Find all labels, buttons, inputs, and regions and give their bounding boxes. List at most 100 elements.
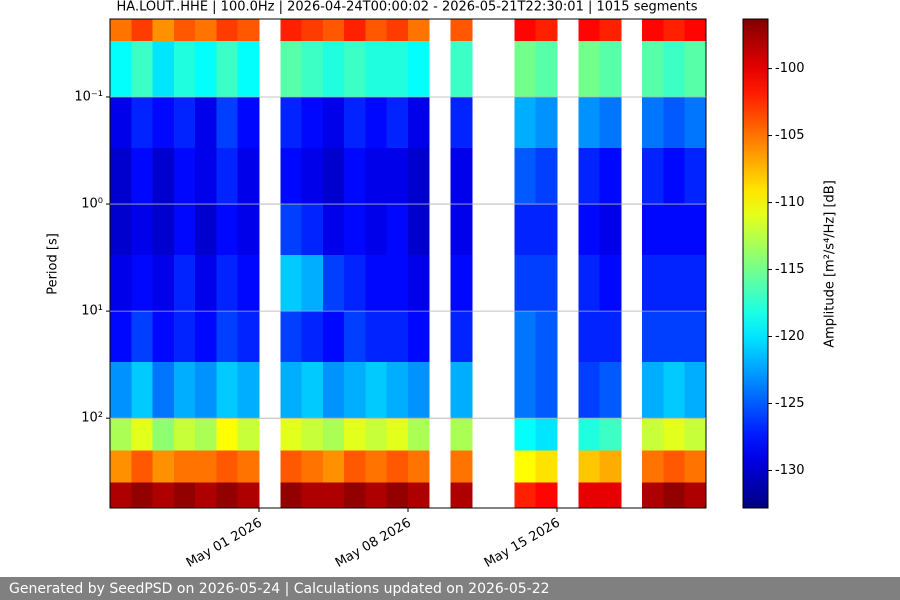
spectrogram-cell bbox=[408, 311, 430, 363]
spectrogram-cell bbox=[152, 482, 175, 509]
spectrogram-cell bbox=[408, 40, 430, 98]
spectrogram-cell bbox=[322, 148, 345, 205]
spectrogram-cell bbox=[450, 311, 473, 363]
spectrogram-cell bbox=[642, 482, 664, 509]
spectrogram-cell bbox=[663, 255, 686, 312]
spectrogram-cell bbox=[152, 148, 175, 205]
spectrogram-cell bbox=[216, 204, 239, 256]
spectrogram-cell bbox=[514, 148, 537, 205]
spectrogram-cell bbox=[280, 96, 302, 149]
spectrogram-cell bbox=[578, 40, 600, 98]
spectrogram-cell bbox=[514, 311, 537, 363]
spectrogram-cell bbox=[450, 19, 473, 42]
spectrogram-cell bbox=[216, 362, 239, 419]
spectrogram-cell bbox=[450, 450, 473, 484]
spectrogram-cell bbox=[216, 450, 239, 484]
spectrogram-cell bbox=[110, 255, 132, 312]
spectrogram-cell bbox=[365, 148, 388, 205]
spectrogram-cell bbox=[599, 418, 622, 451]
spectrogram-cell bbox=[280, 204, 302, 256]
spectrogram-cell bbox=[280, 40, 302, 98]
spectrogram-cell bbox=[344, 450, 366, 484]
colorbar-tick-label: -105 bbox=[775, 128, 805, 143]
spectrogram-cell bbox=[301, 450, 324, 484]
spectrogram-cell bbox=[173, 19, 196, 42]
spectrogram-cell bbox=[642, 204, 664, 256]
spectrogram-cell bbox=[599, 450, 622, 484]
spectrogram-cell bbox=[216, 96, 239, 149]
spectrogram-cell bbox=[237, 96, 260, 149]
spectrogram-cell bbox=[642, 362, 664, 419]
spectrogram-cell bbox=[237, 418, 260, 451]
spectrogram bbox=[110, 19, 707, 509]
spectrogram-cell bbox=[663, 362, 686, 419]
spectrogram-cell bbox=[110, 204, 132, 256]
spectrogram-cell bbox=[642, 148, 664, 205]
spectrogram-cell bbox=[344, 418, 366, 451]
y-tick-label: 10¹ bbox=[81, 304, 103, 319]
spectrogram-cell bbox=[173, 40, 196, 98]
spectrogram-cell bbox=[663, 482, 686, 509]
spectrogram-cell bbox=[386, 362, 409, 419]
spectrogram-cell bbox=[599, 40, 622, 98]
spectrogram-cell bbox=[195, 418, 217, 451]
spectrogram-cell bbox=[322, 450, 345, 484]
spectrogram-cell bbox=[280, 19, 302, 42]
spectrogram-cell bbox=[535, 418, 558, 451]
footer-text: Generated by SeedPSD on 2026-05-24 | Cal… bbox=[9, 581, 550, 597]
spectrogram-cell bbox=[152, 40, 175, 98]
spectrogram-cell bbox=[386, 148, 409, 205]
spectrogram-cell bbox=[110, 19, 132, 42]
spectrogram-cell bbox=[642, 418, 664, 451]
spectrogram-cell bbox=[642, 40, 664, 98]
spectrogram-cell bbox=[131, 204, 153, 256]
spectrogram-cell bbox=[386, 255, 409, 312]
spectrogram-cell bbox=[195, 148, 217, 205]
spectrogram-cell bbox=[386, 450, 409, 484]
spectrogram-cell bbox=[131, 255, 153, 312]
spectrogram-cell bbox=[599, 19, 622, 42]
spectrogram-cell bbox=[599, 311, 622, 363]
spectrogram-cell bbox=[599, 482, 622, 509]
spectrogram-cell bbox=[365, 96, 388, 149]
spectrogram-cell bbox=[301, 40, 324, 98]
spectrogram-cell bbox=[684, 40, 707, 98]
spectrogram-cell bbox=[599, 204, 622, 256]
spectrogram-cell bbox=[514, 204, 537, 256]
spectrogram-cell bbox=[110, 40, 132, 98]
spectrogram-cell bbox=[152, 418, 175, 451]
y-tick-label: 10² bbox=[81, 411, 103, 426]
spectrogram-cell bbox=[450, 40, 473, 98]
spectrogram-cell bbox=[578, 482, 600, 509]
spectrogram-cell bbox=[514, 362, 537, 419]
spectrogram-cell bbox=[216, 418, 239, 451]
colorbar-tick-label: -110 bbox=[775, 195, 805, 210]
spectrogram-cell bbox=[663, 204, 686, 256]
y-tick-label: 10⁻¹ bbox=[74, 89, 103, 104]
spectrogram-cell bbox=[684, 311, 707, 363]
spectrogram-cell bbox=[684, 450, 707, 484]
spectrogram-cell bbox=[365, 40, 388, 98]
spectrogram-cell bbox=[408, 19, 430, 42]
spectrogram-cell bbox=[578, 255, 600, 312]
spectrogram-cell bbox=[450, 362, 473, 419]
spectrogram-cell bbox=[280, 482, 302, 509]
spectrogram-cell bbox=[110, 311, 132, 363]
spectrogram-cell bbox=[216, 311, 239, 363]
spectrogram-cell bbox=[344, 362, 366, 419]
spectrogram-cell bbox=[322, 96, 345, 149]
spectrogram-cell bbox=[514, 450, 537, 484]
spectrogram-cell bbox=[152, 204, 175, 256]
spectrogram-cell bbox=[642, 96, 664, 149]
spectrogram-cell bbox=[408, 96, 430, 149]
x-tick-label: May 01 2026 bbox=[184, 516, 265, 571]
spectrogram-cell bbox=[663, 40, 686, 98]
spectrogram-cell bbox=[237, 148, 260, 205]
spectrogram-cell bbox=[280, 255, 302, 312]
spectrogram-cell bbox=[344, 148, 366, 205]
spectrogram-cell bbox=[173, 255, 196, 312]
colorbar-label: Amplitude [m²/s⁴/Hz] [dB] bbox=[823, 180, 838, 348]
spectrogram-cell bbox=[344, 482, 366, 509]
colorbar-tick-label: -115 bbox=[775, 262, 805, 277]
